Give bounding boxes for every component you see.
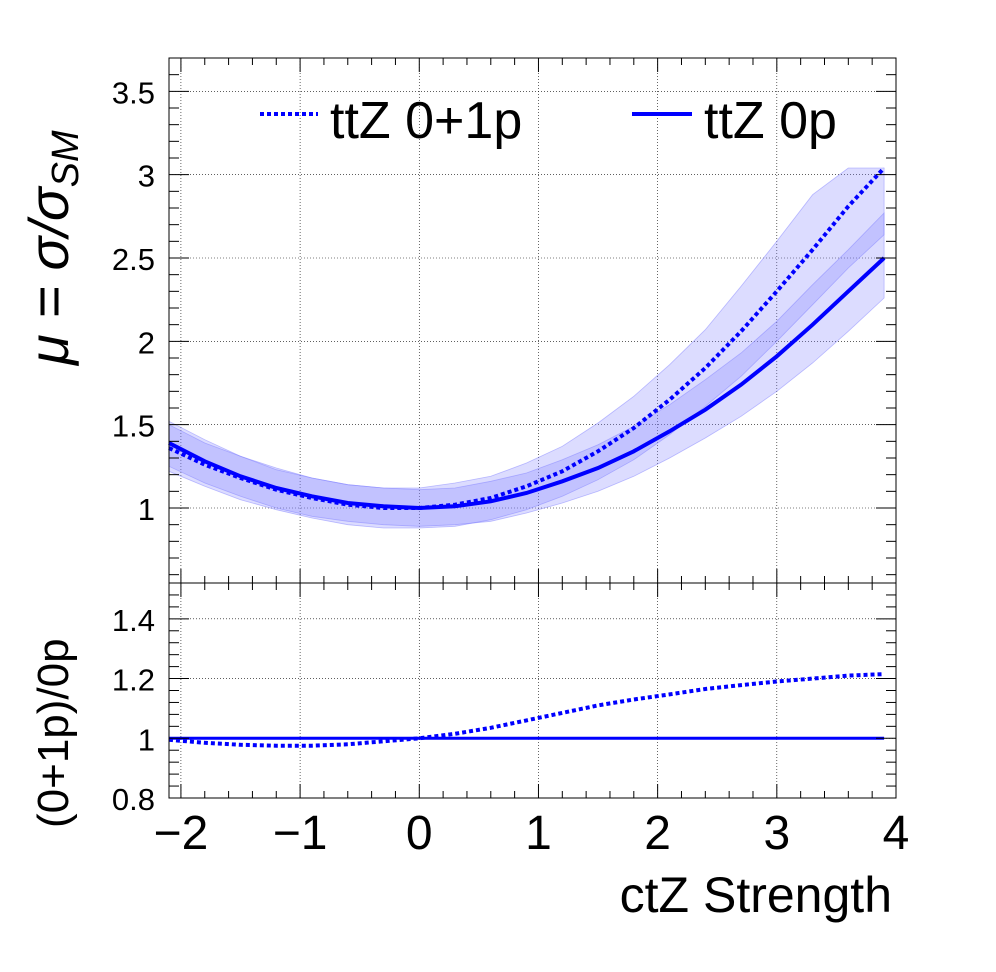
top-series-lines [168,166,886,511]
x-tick-label: 4 [883,807,910,860]
x-tick-label: 0 [406,807,433,860]
y-tick-label: 2 [138,325,155,360]
band-ttz-0p [168,212,885,527]
top-y-axis-label-sub: SM [45,130,87,187]
legend-label-ttz-01p: ttZ 0+1p [330,92,522,150]
x-tick-labels: −2 −1 0 1 2 3 4 [154,807,910,860]
bottom-panel: 0.8 1 1.2 1.4 −2 −1 0 1 2 3 4 (0+1p)/0p ctZ Stren… [29,582,910,923]
legend-label-ttz-0p: ttZ 0p [704,92,837,150]
top-y-axis-label: μ = σ/σSM [17,130,87,367]
x-tick-label: 3 [763,807,790,860]
y-tick-label: 3.5 [112,75,155,110]
bottom-grid [169,583,897,799]
y-tick-label: 1.2 [112,663,155,698]
top-y-tick-labels: 1 1.5 2 2.5 3 3.5 [112,75,155,527]
bottom-plot-frame [168,582,897,799]
line-ttz-0p [168,256,886,511]
bottom-y-axis-label: (0+1p)/0p [29,638,78,828]
y-tick-label: 0.8 [112,782,155,817]
legend: ttZ 0+1p ttZ 0p [260,92,837,150]
y-tick-label: 1.4 [112,603,155,638]
top-panel: 1 1.5 2 2.5 3 3.5 μ = σ/σSM ttZ 0+1p ttZ 0p [17,57,897,584]
bottom-series-lines [168,672,885,748]
y-tick-label: 3 [138,159,155,194]
bottom-axis-ticks [169,582,897,799]
top-y-axis-label-main: μ = σ/σ [17,185,80,367]
y-tick-label: 1.5 [112,409,155,444]
y-tick-label: 1 [138,492,155,527]
x-tick-label: −2 [154,807,209,860]
bottom-y-tick-labels: 0.8 1 1.2 1.4 [112,603,155,817]
top-axis-ticks [169,57,897,583]
x-tick-label: 1 [525,807,552,860]
y-tick-label: 2.5 [112,242,155,277]
y-tick-label: 1 [138,722,155,757]
x-tick-label: 2 [644,807,671,860]
ratio-line-ttz-01p [168,672,885,748]
x-tick-label: −1 [273,807,328,860]
x-axis-label: ctZ Strength [620,867,892,923]
top-error-bands [168,167,885,529]
